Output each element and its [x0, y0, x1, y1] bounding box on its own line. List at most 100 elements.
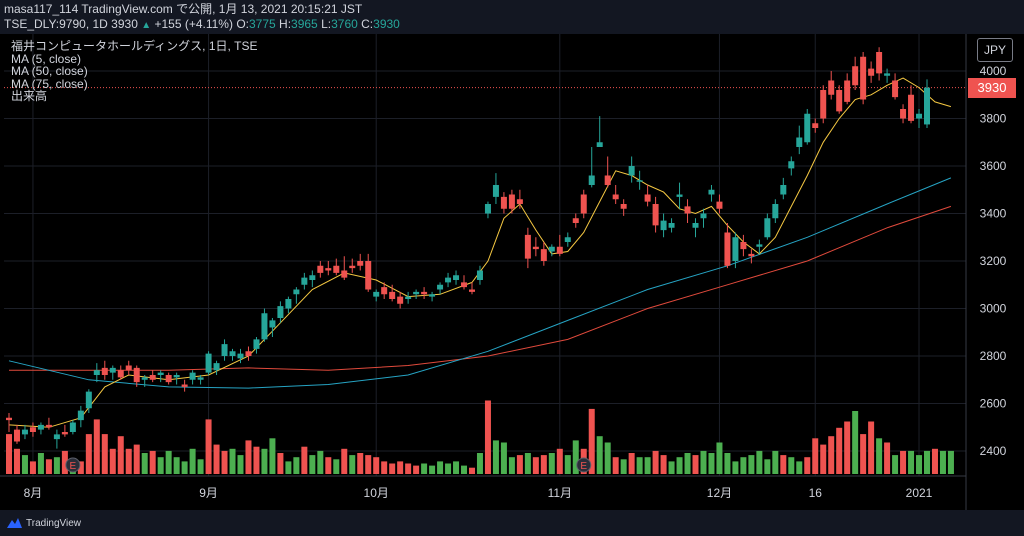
earnings-marker-letter: E	[70, 461, 77, 472]
candle	[173, 372, 180, 385]
candle-body	[293, 289, 300, 295]
candle-body	[476, 270, 483, 280]
candle-body	[13, 429, 20, 442]
volume-bar	[237, 455, 244, 474]
x-tick-label: 8月	[24, 486, 43, 500]
candle-body	[117, 370, 124, 378]
candle-body	[405, 296, 412, 299]
candle	[317, 261, 324, 278]
candle-body	[37, 424, 44, 430]
candle-body	[820, 90, 827, 119]
candle	[580, 189, 587, 219]
volume-bar	[445, 463, 452, 474]
y-tick-label: 2400	[980, 444, 1007, 458]
candle-body	[269, 320, 276, 328]
ma75-line	[9, 205, 952, 371]
volume-bar	[924, 450, 930, 474]
candle-body	[908, 94, 915, 121]
volume-bar	[676, 457, 683, 474]
y-tick-label: 2800	[980, 349, 1007, 363]
volume-bar	[37, 453, 44, 474]
candle-body	[421, 291, 428, 295]
volume-bar	[788, 457, 795, 474]
volume-bar	[429, 465, 436, 474]
candle-body	[540, 249, 547, 261]
legend-title: 福井コンピュータホールディングス, 1日, TSE	[11, 39, 258, 53]
volume-bar	[908, 450, 915, 474]
volume-bar	[381, 461, 388, 474]
volume-bar	[692, 455, 699, 474]
currency-button[interactable]: JPY	[977, 38, 1013, 62]
volume-bar	[317, 450, 324, 474]
volume-bar	[149, 450, 156, 474]
candle-body	[165, 375, 172, 383]
candle	[85, 389, 92, 413]
volume-bar	[564, 455, 571, 474]
candle	[221, 339, 228, 361]
volume-bar	[309, 455, 316, 474]
volume-bar	[476, 453, 483, 474]
candle	[556, 234, 563, 257]
x-tick-label: 16	[809, 486, 823, 500]
close-label: C:	[361, 17, 374, 31]
candle	[588, 147, 595, 188]
volume-bar	[852, 411, 859, 474]
candle	[892, 73, 899, 100]
candle	[365, 253, 372, 292]
volume-bar	[253, 446, 260, 474]
candle	[301, 272, 308, 290]
candle	[596, 116, 603, 147]
candle-body	[596, 142, 603, 147]
legend-ma50[interactable]: MA (50, close)	[11, 64, 88, 78]
volume-bar	[189, 448, 196, 474]
volume-bar	[931, 448, 938, 474]
volume-bar	[301, 446, 308, 474]
candle-body	[556, 246, 563, 254]
chart-header: masa117_114 TradingView.com で公開, 1月 13, …	[0, 0, 1024, 34]
volume-bar	[892, 455, 899, 474]
candle-body	[301, 277, 308, 285]
legend-ma75[interactable]: MA (75, close)	[11, 76, 88, 91]
legend-volume[interactable]: 出来高	[11, 89, 48, 103]
volume-bar	[716, 442, 723, 474]
candle-body	[365, 261, 372, 290]
candle-body	[804, 113, 811, 143]
last-price-tag: 3930	[968, 78, 1016, 98]
candle	[764, 213, 771, 240]
low-label: L:	[321, 17, 332, 31]
volume-bars	[6, 400, 954, 474]
candle-body	[844, 80, 851, 102]
candle-body	[333, 265, 340, 273]
candle-body	[205, 353, 212, 373]
brand-label[interactable]: TradingView	[26, 518, 82, 529]
candle	[253, 337, 260, 354]
volume-bar	[365, 455, 372, 474]
volume-bar	[141, 453, 148, 474]
volume-bar	[205, 419, 212, 474]
candle-body	[101, 367, 108, 375]
candle	[205, 351, 212, 375]
candle-body	[756, 244, 763, 247]
candle-body	[860, 56, 867, 100]
candle-body	[780, 185, 787, 195]
candle	[149, 370, 156, 383]
candle-body	[548, 246, 555, 252]
candle-body	[6, 417, 12, 421]
candle-body	[580, 194, 587, 214]
volume-bar	[341, 448, 348, 474]
candle-body	[852, 66, 859, 86]
y-tick-label: 2600	[980, 397, 1007, 411]
volume-bar	[620, 459, 627, 474]
symbol-label: TSE_DLY:9790, 1D 3930	[4, 17, 138, 31]
candle	[668, 218, 675, 233]
volume-bar	[596, 436, 603, 474]
legend-ma5[interactable]: MA (5, close)	[11, 51, 82, 66]
candle	[676, 182, 683, 209]
candle-body	[189, 372, 196, 380]
tradingview-logo-icon[interactable]	[6, 516, 23, 530]
volume-bar	[468, 467, 475, 474]
volume-bar	[157, 457, 164, 474]
candle	[908, 85, 915, 124]
